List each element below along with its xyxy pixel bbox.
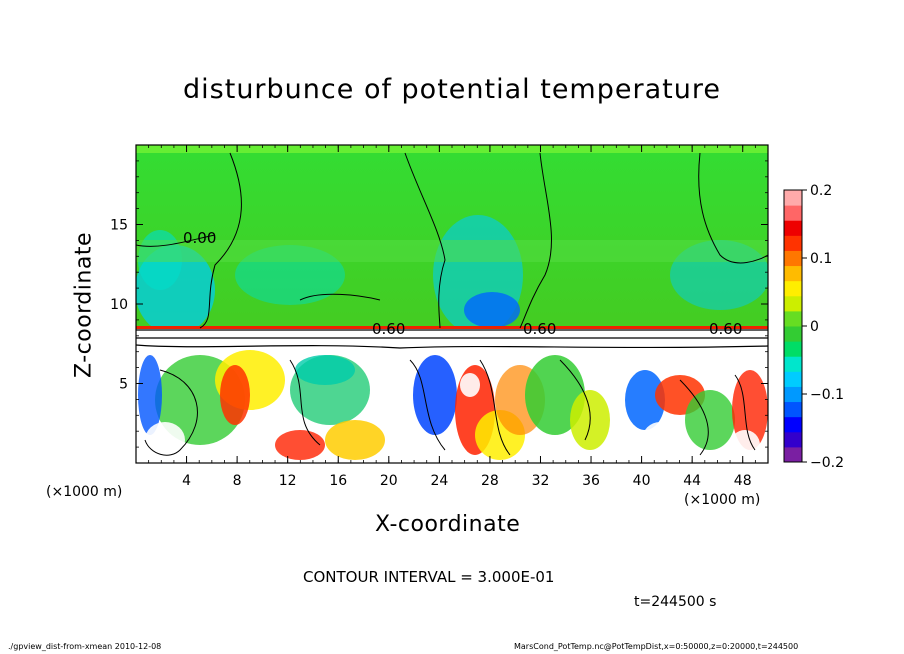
x-tick-label: 32	[532, 473, 550, 489]
x-tick-label: 24	[430, 473, 448, 489]
lower-red-1	[220, 365, 250, 425]
contour-interface	[136, 329, 768, 349]
contour-lower-4	[479, 359, 511, 456]
colorbar-tick-label: −0.2	[810, 455, 844, 471]
x-tick-label: 44	[683, 473, 701, 489]
colorbar-swatch	[784, 205, 802, 221]
x-tick-label: 4	[182, 473, 191, 489]
top-band	[136, 145, 768, 153]
contour-lower-7	[734, 374, 756, 451]
contour-lower-3	[409, 359, 446, 451]
colorbar-swatch	[784, 190, 802, 206]
red-interface	[136, 326, 768, 329]
colorbar-tick-label: −0.1	[810, 387, 844, 403]
colorbar-swatch	[784, 280, 802, 297]
colorbar-swatch	[784, 220, 802, 236]
x-tick-label: 12	[279, 473, 297, 489]
contour-label: 0.60	[709, 320, 742, 338]
contour-label: 0.60	[372, 320, 405, 338]
x-tick-label: 8	[233, 473, 242, 489]
contour-upper-3	[519, 152, 552, 329]
contour-upper-4	[698, 152, 768, 264]
lower-red-2	[275, 430, 325, 460]
colorbar-swatch	[784, 401, 802, 418]
colorbar-swatch	[784, 265, 802, 282]
x-tick-label: 16	[329, 473, 347, 489]
colorbar-tick-label: 0.2	[810, 183, 832, 199]
contour-lower-2	[289, 359, 321, 446]
colorbar-swatch	[784, 416, 802, 433]
contour-lower-1	[144, 369, 198, 456]
plot-area: 0.00 0.60 0.60 0.60	[136, 145, 768, 463]
chart-title: disturbunce of potential temperature	[183, 74, 721, 105]
x-unit-label: (×1000 m)	[46, 484, 123, 500]
x-tick-label: 20	[380, 473, 398, 489]
colorbar-swatch	[784, 250, 802, 267]
contour-upper-1	[199, 152, 242, 329]
upper-band	[136, 240, 768, 262]
colorbar-tick-label: 0.1	[810, 251, 832, 267]
y-tick-label: 5	[119, 377, 128, 393]
colorbar-swatch	[784, 446, 802, 463]
lower-white-8	[730, 430, 760, 460]
colorbar-swatch	[784, 371, 802, 387]
colorbar-tick-label: 0	[810, 319, 819, 335]
contour-interval: CONTOUR INTERVAL = 3.000E-01	[303, 568, 555, 586]
colorbar-swatch	[784, 356, 802, 372]
contour-upper-2	[404, 152, 446, 329]
x-axis-label: X-coordinate	[375, 512, 521, 537]
colorbar-swatch	[784, 386, 802, 403]
lower-teal-2	[295, 355, 355, 385]
footer-left: ./gpview_dist-from-xmean 2010-12-08	[8, 642, 162, 651]
colorbar-swatch	[784, 326, 802, 342]
y-tick-label: 15	[110, 218, 128, 234]
contour-label: 0.00	[183, 229, 216, 247]
x-unit-label: (×1000 m)	[684, 492, 761, 508]
time-stamp: t=244500 s	[634, 594, 717, 610]
lower-yellow-2	[325, 420, 385, 460]
contour-label: 0.60	[523, 320, 556, 338]
x-tick-label: 40	[633, 473, 651, 489]
contour-upper-5	[136, 234, 216, 247]
colorbar: 0.2 0.1 0 −0.1 −0.2	[783, 183, 844, 471]
y-tick-label: 10	[110, 297, 128, 313]
lower-white-1	[145, 422, 185, 458]
x-axis: 4 8 12 16 20 24 28 32 36 40 44 48	[135, 145, 769, 489]
footer-right: MarsCond_PotTemp.nc@PotTempDist,x=0:5000…	[514, 642, 799, 651]
contour-lower-6	[679, 379, 709, 456]
lower-blue-3	[413, 355, 457, 435]
x-tick-label: 48	[734, 473, 752, 489]
lower-red-8	[732, 370, 768, 450]
lower-green-4	[525, 355, 585, 435]
contour-lower-5	[559, 359, 591, 441]
upper-cold-center	[464, 292, 520, 328]
lower-blue-1	[138, 355, 162, 435]
colorbar-swatch	[784, 341, 802, 357]
lower-white-3	[460, 373, 480, 397]
x-tick-label: 28	[481, 473, 499, 489]
colorbar-swatch	[784, 235, 802, 251]
colorbar-swatch	[784, 431, 802, 448]
lower-blue-6	[625, 370, 665, 430]
colorbar-swatch	[784, 295, 802, 312]
contour-upper-6	[299, 293, 381, 301]
x-tick-label: 36	[582, 473, 600, 489]
y-axis-label: Z-coordinate	[71, 232, 97, 378]
lower-white-6	[642, 422, 678, 458]
y-axis: 5 10 15	[110, 144, 768, 464]
lower-green-7	[685, 390, 735, 450]
colorbar-swatch	[784, 310, 802, 327]
